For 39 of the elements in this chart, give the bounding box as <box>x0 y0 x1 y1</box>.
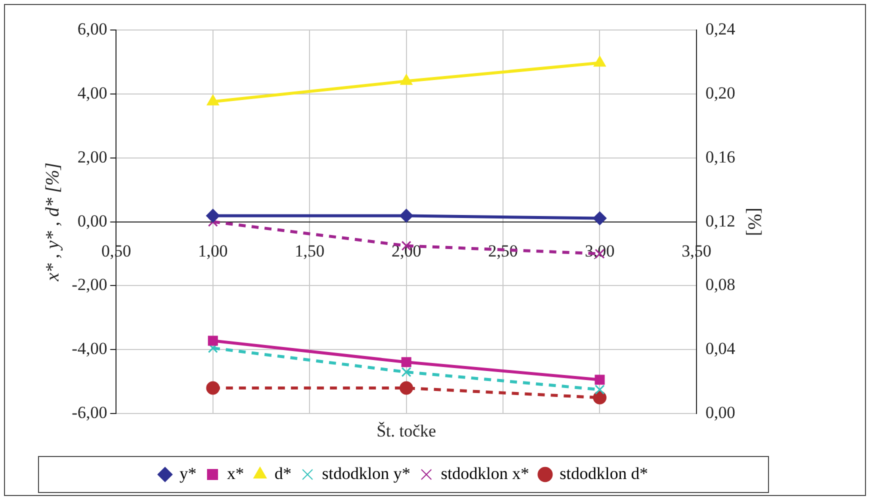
y-tick-label: 2,00 <box>77 147 108 166</box>
x-tick-label: 1,00 <box>198 241 228 260</box>
point <box>401 357 412 368</box>
y-tick-label: -2,00 <box>72 275 108 294</box>
legend-label: x* <box>227 464 244 483</box>
point <box>594 56 606 67</box>
y2-axis-title: [%] <box>744 208 765 236</box>
y-tick-label: 6,00 <box>77 19 108 38</box>
point <box>400 74 412 85</box>
legend-label: stdodklon d* <box>560 464 648 483</box>
point <box>206 381 220 395</box>
legend-label: stdodklon y* <box>322 464 410 483</box>
y-tick-label: -4,00 <box>72 339 108 358</box>
point <box>592 212 606 226</box>
point <box>592 390 606 404</box>
y2-tick-label: 0,16 <box>705 147 736 166</box>
point <box>594 374 605 385</box>
x-axis-title: Št. točke <box>376 421 436 440</box>
legend-label: y* <box>180 464 197 483</box>
point <box>208 336 218 346</box>
point <box>206 208 220 222</box>
point <box>400 208 414 222</box>
y2-tick-label: 0,08 <box>705 275 736 294</box>
y2-tick-label: 0,20 <box>705 83 736 102</box>
y2-tick-label: 0,04 <box>705 339 736 358</box>
y-tick-label: 4,00 <box>77 83 108 102</box>
y2-tick-label: 0,00 <box>705 403 736 422</box>
legend-label: stdodklon x* <box>440 464 530 483</box>
y2-tick-label: 0,12 <box>705 211 736 230</box>
point <box>401 367 412 378</box>
legend-label: d* <box>274 464 292 483</box>
point <box>400 381 414 395</box>
point <box>594 384 605 395</box>
point <box>206 94 219 106</box>
x-tick-label: 1,50 <box>294 241 324 260</box>
y-axis-title: x* , y* , d* [%] <box>42 162 64 282</box>
y2-tick-label: 0,24 <box>705 19 736 38</box>
y-tick-label: 0,00 <box>77 211 108 230</box>
y-tick-label: -6,00 <box>72 403 108 422</box>
